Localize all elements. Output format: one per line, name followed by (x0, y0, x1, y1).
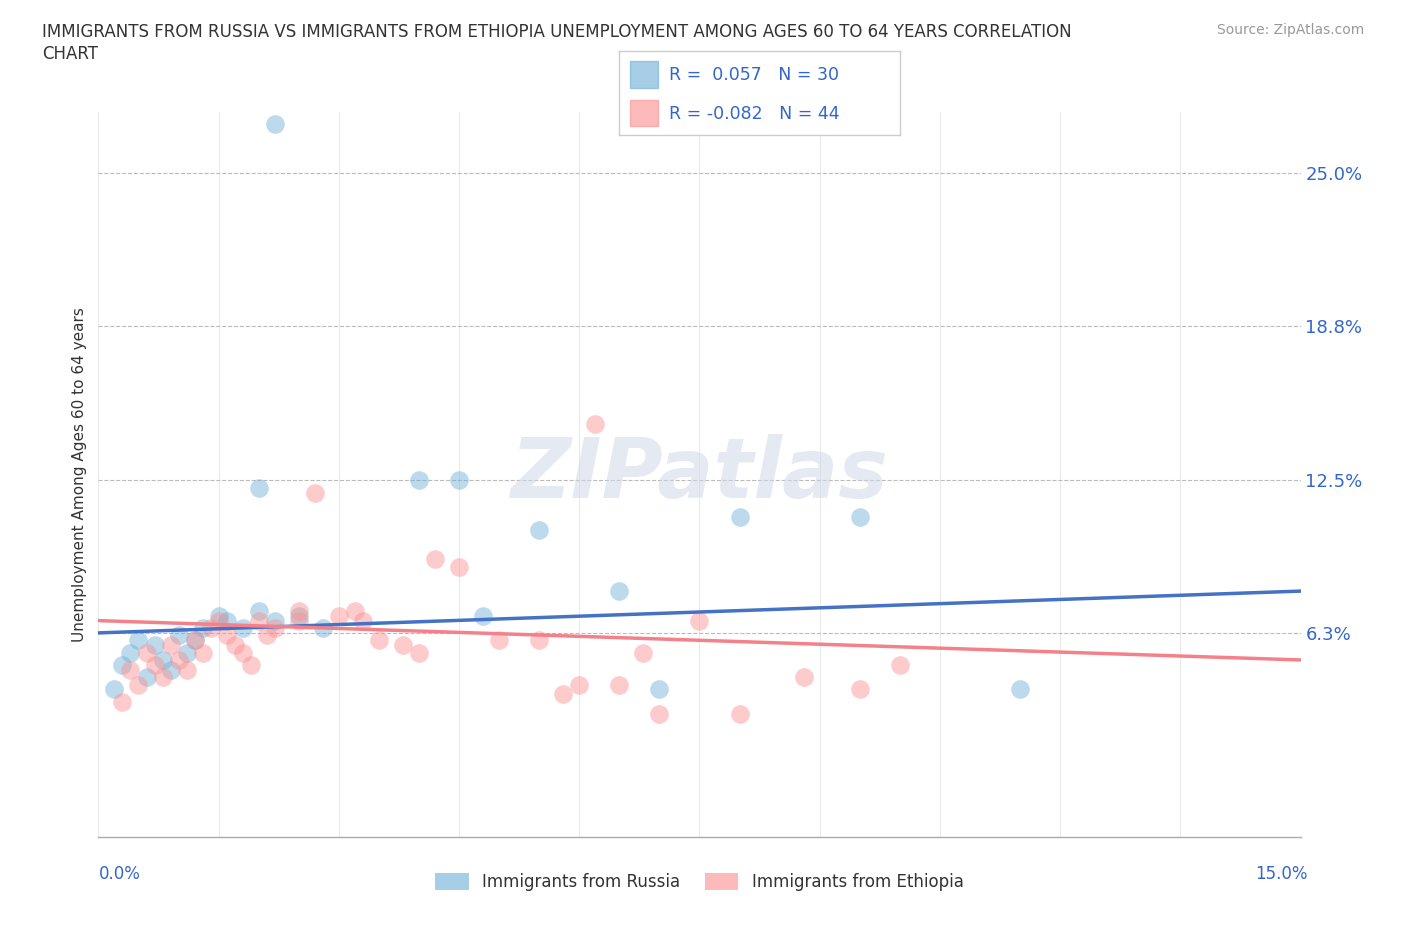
Point (609, 677, 631, 692)
Point (191, 620, 214, 635)
Point (232, 645, 254, 660)
Point (529, 522, 551, 537)
Point (288, 613, 311, 628)
Point (152, 653, 174, 668)
Point (793, 670, 815, 684)
Point (328, 608, 350, 623)
Point (609, 584, 631, 599)
Text: 15.0%: 15.0% (1256, 865, 1308, 883)
Point (263, 620, 285, 635)
Point (568, 677, 591, 692)
Point (103, 682, 125, 697)
Point (159, 662, 181, 677)
Text: R =  0.057   N = 30: R = 0.057 N = 30 (669, 66, 839, 84)
Point (304, 485, 326, 500)
Text: 0.0%: 0.0% (98, 865, 141, 883)
Point (529, 632, 551, 647)
Point (728, 707, 751, 722)
Text: Source: ZipAtlas.com: Source: ZipAtlas.com (1216, 23, 1364, 37)
Y-axis label: Unemployment Among Ages 60 to 64 years: Unemployment Among Ages 60 to 64 years (72, 307, 87, 642)
Point (849, 682, 872, 697)
Text: CHART: CHART (42, 45, 98, 62)
Point (583, 417, 606, 432)
Legend: Immigrants from Russia, Immigrants from Ethiopia: Immigrants from Russia, Immigrants from … (429, 866, 970, 897)
Point (120, 662, 142, 677)
Point (215, 613, 238, 628)
Point (247, 604, 270, 618)
Point (288, 604, 311, 618)
Point (191, 645, 214, 660)
Point (167, 628, 190, 643)
Point (447, 473, 470, 488)
Point (472, 608, 495, 623)
Point (143, 638, 166, 653)
Point (633, 645, 655, 660)
Point (392, 638, 415, 653)
Point (288, 608, 311, 623)
Point (167, 653, 190, 668)
Point (215, 628, 238, 643)
Point (152, 670, 174, 684)
Point (648, 682, 671, 697)
Point (135, 645, 157, 660)
Point (849, 510, 872, 525)
Point (648, 707, 671, 722)
Point (728, 510, 751, 525)
Point (352, 613, 374, 628)
Point (553, 687, 575, 702)
Point (343, 604, 366, 618)
Point (135, 670, 157, 684)
Point (208, 613, 231, 628)
Point (312, 620, 335, 635)
Point (111, 695, 134, 710)
Point (423, 551, 446, 566)
Point (128, 632, 150, 647)
Point (368, 632, 391, 647)
Point (1010, 682, 1032, 697)
Point (111, 658, 134, 672)
Point (120, 645, 142, 660)
Point (200, 620, 222, 635)
Point (688, 613, 710, 628)
Point (159, 638, 181, 653)
Point (247, 613, 270, 628)
Point (128, 677, 150, 692)
Point (488, 632, 510, 647)
Point (263, 613, 285, 628)
Text: ZIPatlas: ZIPatlas (510, 433, 889, 515)
Text: R = -0.082   N = 44: R = -0.082 N = 44 (669, 105, 839, 123)
Point (176, 645, 198, 660)
Point (176, 662, 198, 677)
Point (263, 116, 285, 131)
Bar (630, 100, 658, 126)
Point (183, 632, 205, 647)
Point (889, 658, 911, 672)
Point (256, 628, 278, 643)
Point (408, 645, 430, 660)
Point (143, 658, 166, 672)
Bar (630, 61, 658, 88)
Point (447, 559, 470, 574)
Point (239, 658, 262, 672)
Point (408, 473, 430, 488)
Point (224, 638, 246, 653)
Text: IMMIGRANTS FROM RUSSIA VS IMMIGRANTS FROM ETHIOPIA UNEMPLOYMENT AMONG AGES 60 TO: IMMIGRANTS FROM RUSSIA VS IMMIGRANTS FRO… (42, 23, 1071, 41)
Point (232, 620, 254, 635)
Point (247, 481, 270, 496)
Point (183, 632, 205, 647)
Point (208, 608, 231, 623)
